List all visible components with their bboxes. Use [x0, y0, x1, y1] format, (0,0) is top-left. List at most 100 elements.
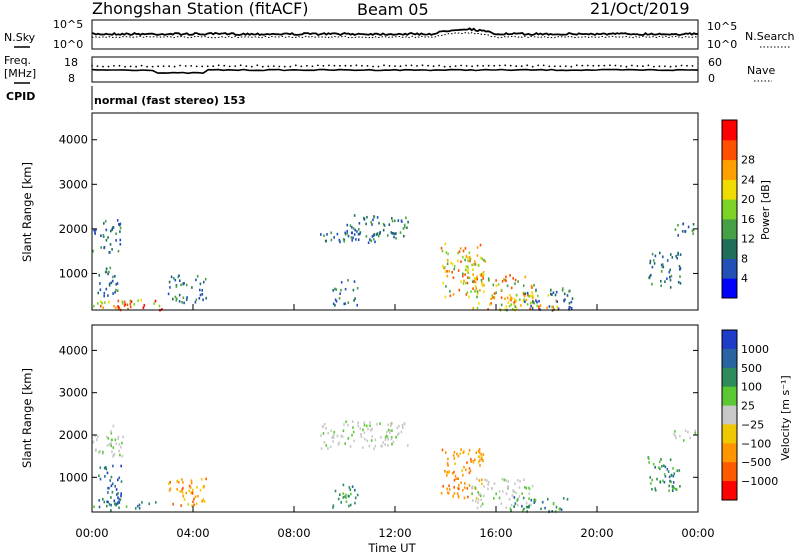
data-cell	[190, 481, 193, 485]
data-cell	[138, 503, 141, 507]
data-cell	[654, 487, 656, 490]
data-cell	[168, 280, 171, 284]
data-cell	[378, 232, 381, 235]
data-cell	[353, 439, 355, 443]
nave-dot	[388, 65, 391, 67]
nave-dot	[96, 65, 99, 67]
data-cell	[190, 479, 193, 482]
data-cell	[108, 300, 110, 304]
power-panel-frame	[91, 112, 699, 311]
y-tick-label: 3000	[59, 177, 88, 191]
nave-dot	[206, 65, 209, 68]
data-cell	[464, 273, 466, 276]
data-cell	[178, 481, 180, 484]
data-cell	[403, 234, 405, 238]
data-cell	[480, 494, 482, 498]
data-cell	[179, 279, 181, 282]
data-cell	[338, 297, 341, 300]
data-cell	[510, 286, 513, 290]
data-cell	[549, 289, 552, 292]
data-cell	[373, 233, 376, 236]
nave-dot	[372, 65, 374, 68]
data-cell	[474, 289, 476, 293]
data-cell	[467, 256, 469, 260]
colorbar-frame	[721, 329, 738, 501]
data-cell	[358, 228, 360, 231]
data-cell	[199, 282, 202, 286]
data-cell	[339, 240, 341, 244]
data-cell	[495, 492, 497, 496]
data-cell	[98, 505, 101, 509]
data-cell	[352, 430, 355, 434]
nave-dot	[636, 65, 639, 67]
data-cell	[551, 293, 553, 296]
data-cell	[178, 293, 181, 297]
data-cell	[509, 507, 512, 511]
data-cell	[515, 491, 517, 495]
data-cell	[467, 268, 469, 271]
colorbar-cell	[722, 278, 737, 299]
time-axis-label: Time UT	[367, 541, 416, 554]
data-cell	[367, 241, 370, 244]
data-cell	[460, 481, 462, 484]
data-cell	[205, 477, 207, 481]
velocity-ylabel: Slant Range [km]	[20, 368, 34, 468]
data-cell	[453, 470, 455, 474]
data-cell	[687, 225, 690, 229]
data-cell	[187, 503, 189, 506]
data-cell	[394, 219, 396, 223]
data-cell	[343, 302, 345, 306]
data-cell	[142, 306, 145, 310]
data-cell	[520, 304, 522, 307]
data-cell	[500, 502, 503, 505]
data-cell	[692, 223, 695, 226]
nave-dot	[283, 65, 286, 68]
data-cell	[473, 279, 475, 283]
data-cell	[108, 486, 110, 490]
data-cell	[99, 450, 101, 453]
data-cell	[351, 226, 353, 229]
x-tick-label: 16:00	[479, 526, 512, 540]
data-cell	[344, 233, 347, 236]
data-cell	[466, 281, 469, 285]
data-cell	[175, 299, 178, 302]
data-cell	[445, 285, 447, 288]
data-cell	[458, 484, 460, 487]
data-cell	[102, 306, 104, 309]
data-cell	[468, 256, 471, 259]
data-cell	[117, 492, 119, 495]
data-cell	[345, 500, 348, 503]
data-cell	[354, 228, 356, 232]
data-cell	[351, 433, 353, 437]
data-cell	[107, 272, 109, 276]
nsky-label: N.Sky	[4, 31, 36, 44]
data-cell	[648, 461, 650, 464]
data-cell	[358, 232, 361, 236]
data-cell	[671, 489, 674, 492]
data-cell	[531, 286, 533, 289]
x-tick-label: 08:00	[277, 526, 310, 540]
data-cell	[185, 283, 188, 287]
data-cell	[351, 485, 354, 488]
data-cell	[168, 482, 170, 486]
data-cell	[92, 440, 95, 444]
data-cell	[521, 504, 523, 508]
data-cell	[493, 296, 496, 299]
nave-dot	[592, 64, 595, 67]
data-cell	[478, 451, 481, 454]
data-cell	[668, 489, 670, 492]
data-cell	[116, 282, 119, 285]
data-cell	[107, 500, 110, 504]
data-cell	[682, 222, 685, 226]
data-cell	[356, 286, 359, 290]
data-cell	[397, 432, 400, 435]
data-cell	[118, 443, 121, 446]
data-cell	[380, 444, 382, 448]
data-cell	[181, 488, 184, 491]
data-cell	[378, 221, 380, 225]
data-cell	[182, 495, 185, 498]
nave-dot	[278, 65, 281, 68]
data-cell	[459, 247, 462, 250]
data-cell	[517, 503, 519, 507]
data-cell	[468, 276, 471, 280]
